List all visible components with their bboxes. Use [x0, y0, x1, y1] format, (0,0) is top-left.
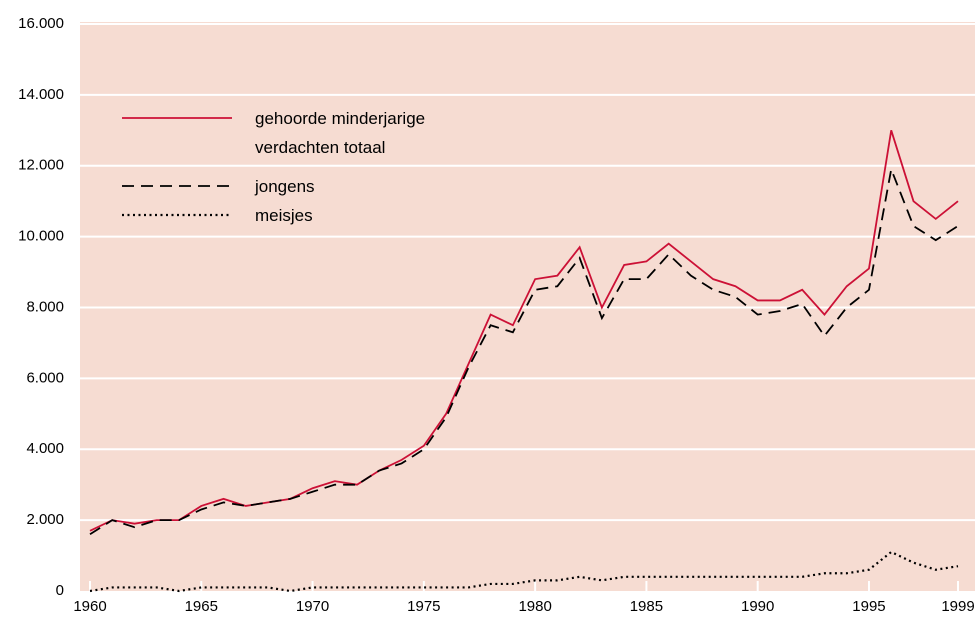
x-tick-label: 1999 — [941, 598, 974, 615]
y-tick-label: 16.000 — [18, 15, 64, 32]
y-tick-label: 2.000 — [26, 511, 64, 528]
series-line — [89, 166, 959, 536]
y-tick-label: 0 — [56, 582, 64, 599]
y-tick-label: 4.000 — [26, 440, 64, 457]
x-tick-label: 1960 — [73, 598, 106, 615]
x-tick-label: 1995 — [852, 598, 885, 615]
legend-label: jongens — [255, 177, 315, 196]
legend-label: meisjes — [255, 206, 313, 225]
series-line — [89, 550, 959, 593]
x-tick-label: 1985 — [630, 598, 663, 615]
y-tick-label: 10.000 — [18, 228, 64, 245]
y-tick-label: 14.000 — [18, 86, 64, 103]
series-line — [89, 130, 959, 532]
x-tick-label: 1980 — [518, 598, 551, 615]
y-tick-label: 8.000 — [26, 298, 64, 315]
legend-label: gehoorde minderjarige verdachten totaal — [255, 109, 426, 157]
x-tick-label: 1990 — [741, 598, 774, 615]
x-tick-label: 1970 — [296, 598, 329, 615]
x-tick-label: 1975 — [407, 598, 440, 615]
x-tick-label: 1965 — [185, 598, 218, 615]
y-tick-label: 6.000 — [26, 369, 64, 386]
y-tick-label: 12.000 — [18, 157, 64, 174]
